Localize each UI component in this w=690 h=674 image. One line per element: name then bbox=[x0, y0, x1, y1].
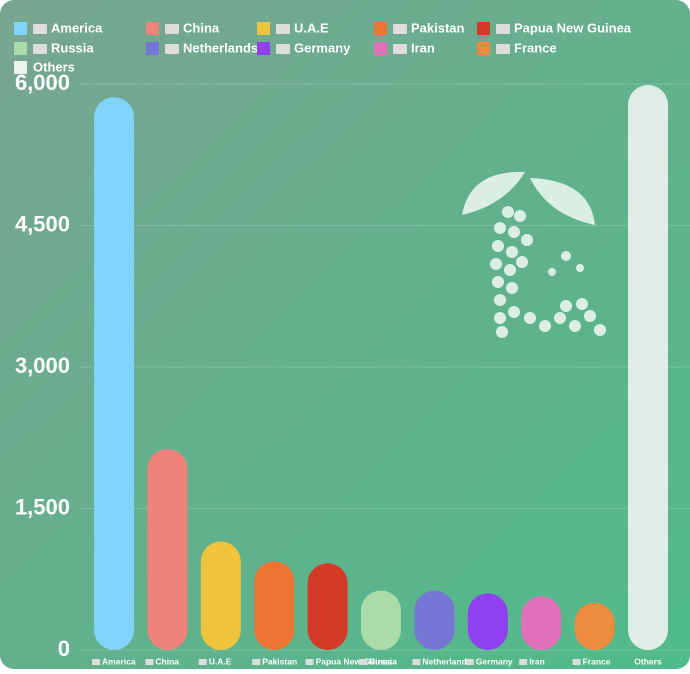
x-tick-label: Others bbox=[634, 656, 662, 666]
x-tick-flag bbox=[412, 659, 421, 665]
x-tick-label: Netherlands bbox=[422, 656, 471, 666]
legend-flag bbox=[276, 24, 290, 34]
x-tick-label: Papua New Guinea bbox=[316, 656, 393, 666]
x-tick-flag bbox=[198, 659, 207, 665]
x-tick-label: America bbox=[102, 656, 136, 666]
legend-flag bbox=[33, 44, 47, 54]
legend-swatch bbox=[477, 22, 490, 35]
x-tick-flag bbox=[465, 659, 474, 665]
y-tick-label: 1,500 bbox=[15, 494, 70, 519]
legend-label: China bbox=[183, 20, 220, 35]
legend-swatch bbox=[14, 22, 27, 35]
x-tick-label: Iran bbox=[529, 656, 545, 666]
legend-label: Papua New Guinea bbox=[514, 20, 632, 35]
bar bbox=[361, 590, 401, 650]
bar bbox=[414, 590, 455, 650]
bar bbox=[94, 97, 134, 650]
x-tick-flag bbox=[572, 659, 581, 665]
legend-flag bbox=[165, 24, 179, 34]
bar bbox=[467, 593, 508, 650]
bar bbox=[307, 563, 348, 650]
x-tick-flag bbox=[519, 659, 528, 665]
x-tick-label: U.A.E bbox=[209, 656, 232, 666]
legend-flag bbox=[393, 44, 407, 54]
x-tick-flag bbox=[359, 659, 367, 665]
legend-flag bbox=[496, 24, 510, 34]
legend-label: France bbox=[514, 40, 557, 55]
legend-swatch bbox=[257, 22, 270, 35]
legend-swatch bbox=[257, 42, 270, 55]
x-tick-label: France bbox=[583, 656, 611, 666]
legend-label: Pakistan bbox=[411, 20, 465, 35]
y-tick-label: 4,500 bbox=[15, 211, 70, 236]
legend-swatch bbox=[374, 22, 387, 35]
x-tick-label: Germany bbox=[476, 656, 513, 666]
legend-label: Others bbox=[33, 59, 75, 74]
bar bbox=[200, 541, 241, 650]
legend-label: America bbox=[51, 20, 103, 35]
x-tick-label: China bbox=[155, 656, 179, 666]
legend-flag bbox=[276, 44, 290, 54]
legend-flag bbox=[33, 24, 47, 34]
x-tick-flag bbox=[92, 659, 100, 665]
legend-swatch bbox=[477, 42, 490, 55]
y-tick-label: 0 bbox=[58, 636, 70, 661]
legend-swatch bbox=[374, 42, 387, 55]
legend-label: U.A.E bbox=[294, 20, 329, 35]
x-tick-flag bbox=[305, 659, 314, 665]
legend-swatch bbox=[146, 22, 159, 35]
legend-swatch bbox=[14, 61, 27, 74]
bar bbox=[521, 596, 562, 650]
legend-label: Netherlands bbox=[183, 40, 258, 55]
legend-flag bbox=[496, 44, 510, 54]
x-tick-flag bbox=[145, 659, 154, 665]
legend-flag bbox=[393, 24, 407, 34]
legend-label: Russia bbox=[51, 40, 94, 55]
bar bbox=[254, 561, 295, 650]
x-tick-label: Russia bbox=[369, 656, 397, 666]
legend-swatch bbox=[14, 42, 27, 55]
legend-swatch bbox=[146, 42, 159, 55]
y-tick-label: 3,000 bbox=[15, 353, 70, 378]
logo bbox=[462, 171, 606, 338]
bar bbox=[574, 602, 615, 650]
x-tick-label: Pakistan bbox=[262, 656, 297, 666]
legend-label: Iran bbox=[411, 40, 435, 55]
bar bbox=[147, 449, 188, 650]
bar bbox=[628, 84, 668, 650]
legend-label: Germany bbox=[294, 40, 351, 55]
legend-flag bbox=[165, 44, 179, 54]
x-tick-flag bbox=[252, 659, 261, 665]
